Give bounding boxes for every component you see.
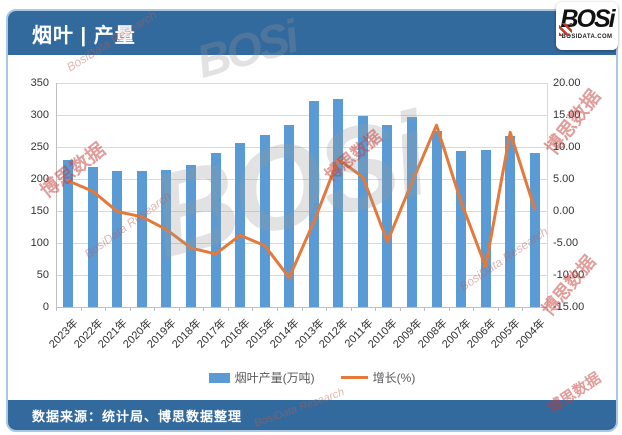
bar-2023年[interactable] bbox=[63, 159, 74, 307]
bar-2018年[interactable] bbox=[186, 164, 197, 307]
bar-2010年[interactable] bbox=[382, 125, 393, 307]
left-axis-tick: 0 bbox=[42, 301, 49, 313]
left-axis-tick: 150 bbox=[30, 205, 49, 217]
bar-2016年[interactable] bbox=[235, 142, 246, 307]
x-axis-tick bbox=[547, 307, 548, 311]
left-axis-tick: 350 bbox=[30, 77, 49, 89]
x-axis-tick bbox=[154, 307, 156, 311]
card-header: 烟叶 | 产量 bbox=[8, 11, 616, 55]
x-axis-tick bbox=[227, 307, 229, 311]
gridline bbox=[56, 243, 547, 244]
right-axis-tick: -15.00 bbox=[553, 301, 585, 313]
x-axis-tick bbox=[178, 307, 180, 311]
left-axis-tick: 250 bbox=[30, 141, 49, 153]
gridline bbox=[56, 147, 547, 148]
bar-2009年[interactable] bbox=[406, 116, 417, 307]
growth-line[interactable] bbox=[66, 123, 537, 280]
bosi-logo[interactable]: BOSi BOSIDATA.COM bbox=[556, 2, 618, 50]
x-axis-tick bbox=[326, 307, 328, 311]
left-axis-tick: 100 bbox=[30, 237, 49, 249]
legend-item-growth[interactable]: 增长(%) bbox=[340, 369, 416, 386]
bar-2006年[interactable] bbox=[480, 149, 491, 307]
bar-2017年[interactable] bbox=[210, 153, 221, 307]
bar-2005年[interactable] bbox=[505, 136, 516, 307]
x-axis-tick bbox=[448, 307, 450, 311]
bar-2022年[interactable] bbox=[87, 166, 98, 307]
line-series-swatch bbox=[340, 376, 368, 379]
right-axis-tick: -10.00 bbox=[553, 269, 585, 281]
gridline bbox=[56, 115, 547, 116]
bar-series-swatch bbox=[208, 372, 230, 383]
gridline bbox=[56, 211, 547, 212]
logo-subtitle: BOSIDATA.COM bbox=[561, 34, 613, 40]
right-axis-tick: 20.00 bbox=[553, 77, 581, 89]
x-axis-tick bbox=[497, 307, 499, 311]
bar-2004年[interactable] bbox=[529, 153, 540, 307]
right-axis-tick: -5.00 bbox=[553, 237, 579, 249]
x-axis-tick bbox=[522, 307, 524, 311]
x-axis-tick bbox=[203, 307, 205, 311]
chart-card: 烟叶 | 产量 350 300 250 200 150 100 50 0 20.00 15.00… bbox=[6, 9, 618, 432]
right-axis-tick: 10.00 bbox=[553, 141, 581, 153]
x-axis-tick bbox=[105, 307, 107, 311]
left-axis-line bbox=[56, 83, 57, 308]
right-axis-tick: 0.00 bbox=[553, 205, 575, 217]
x-axis-tick bbox=[129, 307, 131, 311]
logo-stripes-icon bbox=[559, 23, 572, 36]
x-axis-tick bbox=[473, 307, 475, 311]
left-axis-tick: 300 bbox=[30, 109, 49, 121]
bar-2014年[interactable] bbox=[284, 125, 295, 307]
plot-area bbox=[56, 83, 547, 308]
x-axis-tick bbox=[301, 307, 303, 311]
bar-2021年[interactable] bbox=[112, 171, 123, 307]
legend-label: 增长(%) bbox=[372, 371, 416, 385]
legend-label: 烟叶产量(万吨) bbox=[234, 371, 315, 385]
gridline bbox=[56, 275, 547, 276]
bar-2011年[interactable] bbox=[357, 115, 368, 307]
bar-2008年[interactable] bbox=[431, 131, 442, 307]
left-axis-tick: 200 bbox=[30, 173, 49, 185]
legend-item-production[interactable]: 烟叶产量(万吨) bbox=[208, 369, 315, 386]
right-axis-line bbox=[547, 83, 548, 308]
x-axis-tick bbox=[399, 307, 401, 311]
chart-legend: 烟叶产量(万吨) 增长(%) bbox=[8, 369, 616, 386]
data-source-text: 数据来源：统计局、博思数据整理 bbox=[32, 408, 243, 424]
chart-region: 350 300 250 200 150 100 50 0 20.00 15.00 10.00 5.0… bbox=[8, 55, 616, 396]
x-axis-tick bbox=[424, 307, 426, 311]
left-axis-tick: 50 bbox=[36, 269, 49, 281]
growth-line-layer bbox=[66, 123, 537, 280]
x-axis-tick bbox=[56, 307, 57, 311]
x-axis-tick bbox=[375, 307, 377, 311]
right-axis-tick: 15.00 bbox=[553, 109, 581, 121]
x-axis-tick bbox=[350, 307, 352, 311]
x-axis-tick bbox=[80, 307, 82, 311]
bar-2013年[interactable] bbox=[308, 100, 319, 307]
gridline bbox=[56, 179, 547, 180]
bar-2007年[interactable] bbox=[456, 150, 467, 307]
page-title: 烟叶 | 产量 bbox=[32, 24, 136, 47]
right-axis-tick: 5.00 bbox=[553, 173, 575, 185]
bar-2012年[interactable] bbox=[333, 99, 344, 307]
bar-2015年[interactable] bbox=[259, 135, 270, 307]
card-footer: 数据来源：统计局、博思数据整理 bbox=[8, 400, 616, 430]
bar-2020年[interactable] bbox=[136, 171, 147, 307]
bar-2019年[interactable] bbox=[161, 170, 172, 307]
gridline bbox=[56, 83, 547, 84]
x-axis-tick bbox=[276, 307, 278, 311]
x-axis-tick bbox=[252, 307, 254, 311]
